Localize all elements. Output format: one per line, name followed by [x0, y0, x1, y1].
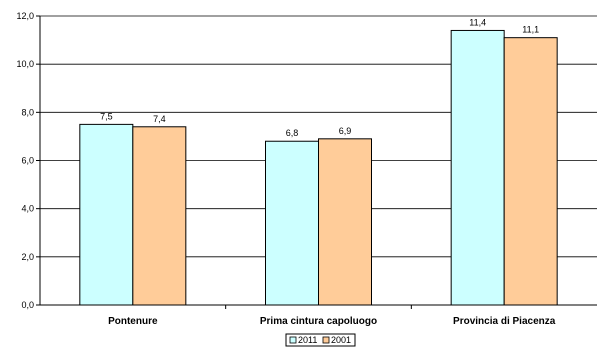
bars [79, 29, 558, 306]
bar-2011-2 [450, 29, 505, 306]
labels: 0,0 2,0 4,0 6,0 8,0 10,0 12,0 7,5 7,4 Pontenure 6,… [16, 11, 555, 327]
legend-box [285, 333, 356, 347]
data-label: 11,1 [522, 25, 539, 35]
bar-2011-1 [265, 140, 319, 306]
y-tick-label: 12,0 [16, 11, 34, 21]
legend: 2011 2001 [285, 333, 356, 347]
data-label: 6,8 [286, 128, 299, 138]
category-label: Prima cintura capoluogo [260, 316, 377, 327]
data-label: 7,4 [153, 114, 166, 124]
data-label: 11,4 [469, 17, 486, 27]
category-label: Pontenure [108, 316, 158, 327]
legend-swatch-2011 [289, 336, 297, 344]
legend-label: 2011 [298, 335, 317, 345]
legend-label: 2001 [331, 335, 351, 345]
data-label: 7,5 [100, 111, 113, 121]
bar-2001-0 [132, 126, 187, 306]
data-label: 6,9 [339, 126, 352, 136]
y-tick-label: 4,0 [21, 204, 34, 214]
y-tick-label: 6,0 [21, 156, 34, 166]
bar-2001-1 [318, 138, 372, 306]
legend-swatch-2001 [322, 336, 330, 344]
y-tick-label: 10,0 [16, 59, 34, 69]
y-tick-label: 0,0 [21, 300, 34, 310]
y-tick-label: 2,0 [21, 252, 34, 262]
y-tick-label: 8,0 [21, 107, 34, 117]
category-label: Provincia di Piacenza [453, 316, 556, 327]
bar-2001-2 [503, 37, 558, 306]
axes [36, 15, 597, 309]
bar-2011-0 [79, 123, 134, 306]
